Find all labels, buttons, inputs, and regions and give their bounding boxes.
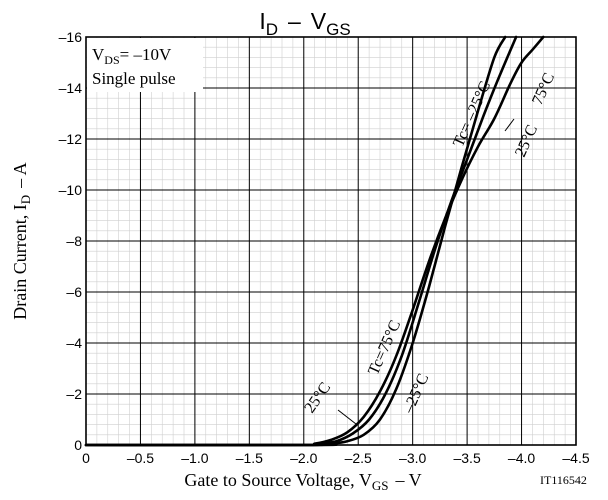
- curve-label-upper-leader: [504, 118, 515, 132]
- y-tick-label: –16: [59, 29, 83, 45]
- y-tick-label: –8: [66, 233, 82, 249]
- conditions-box: [87, 38, 203, 92]
- y-tick-label: –10: [59, 182, 83, 198]
- curve-label-upper-25: 25°C: [512, 122, 541, 159]
- tick-labels: 0 –0.5 –1.0 –1.5 –2.0 –2.5 –3.0 –3.5 –4.0 –4.5 0 –2…: [59, 29, 590, 466]
- figure-id: IT116542: [540, 473, 587, 487]
- y-axis-label: Drain Current, ID– A: [10, 162, 33, 319]
- y-tick-label: –6: [66, 284, 82, 300]
- curve-label-upper-75: 75°C: [529, 70, 558, 107]
- curve-label-lower-25: 25°C: [301, 379, 334, 416]
- plot-frame: [85, 36, 577, 446]
- chart-title: ID – VGS: [259, 8, 350, 39]
- y-tick-label: 0: [74, 437, 82, 453]
- x-tick-label: –2.0: [290, 450, 317, 466]
- x-tick-label: –4.5: [562, 450, 589, 466]
- x-tick-label: –4.0: [508, 450, 535, 466]
- x-tick-label: –3.5: [453, 450, 480, 466]
- conditions-pulse: Single pulse: [92, 69, 176, 88]
- x-tick-label: –2.5: [345, 450, 372, 466]
- conditions-vds: VDS= –10V: [92, 45, 172, 67]
- y-tick-label: –14: [59, 80, 83, 96]
- x-tick-label: –3.0: [399, 450, 426, 466]
- x-tick-label: –1.5: [236, 450, 263, 466]
- x-tick-label: 0: [82, 450, 90, 466]
- y-tick-label: –12: [59, 131, 83, 147]
- curve-label-lower-leader: [337, 409, 357, 425]
- y-tick-label: –4: [66, 335, 82, 351]
- x-tick-label: –0.5: [127, 450, 154, 466]
- x-axis-label: Gate to Source Voltage, VGS – V: [184, 470, 421, 493]
- x-tick-label: –1.0: [181, 450, 208, 466]
- series-line-75c: [84, 35, 545, 447]
- y-tick-label: –2: [66, 386, 82, 402]
